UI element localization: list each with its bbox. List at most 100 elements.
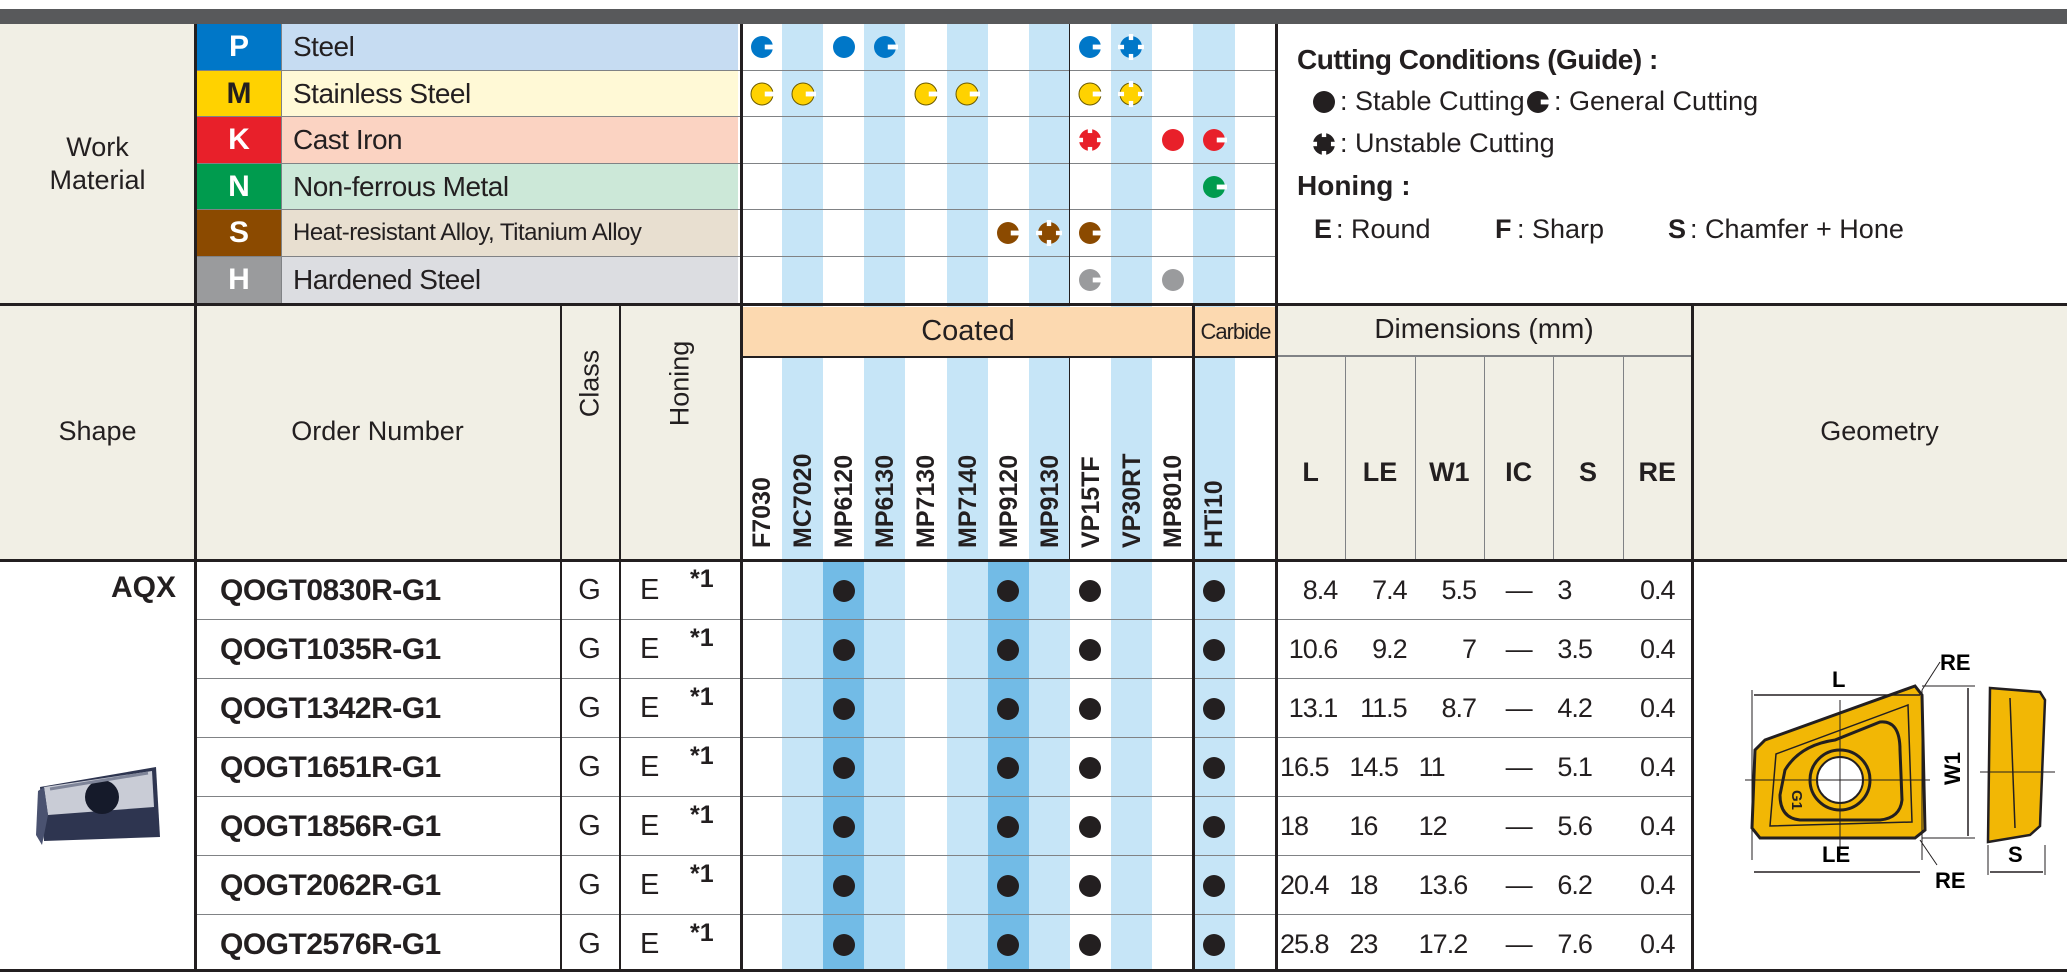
dim-value-RE: 0.4	[1640, 634, 1676, 664]
stable-cutting-icon	[1079, 933, 1102, 956]
general-cutting-icon	[1079, 222, 1104, 245]
stable-cutting-icon	[832, 638, 855, 661]
insert-photo	[36, 767, 160, 845]
label-RE-top: RE	[1940, 650, 1971, 675]
stable-cutting-icon	[1161, 129, 1184, 152]
order-number[interactable]: QOGT1856R-G1	[220, 810, 441, 843]
grade-column-stripe	[946, 24, 988, 972]
dim-value-LE: 23	[1349, 929, 1378, 959]
stable-cutting-icon	[1202, 579, 1225, 602]
order-number[interactable]: QOGT1342R-G1	[220, 692, 441, 725]
stable-cutting-icon	[1202, 697, 1225, 720]
row-divider	[195, 116, 1276, 117]
class-value: G	[578, 869, 601, 901]
column-border	[619, 303, 621, 972]
stable-cutting-icon	[1161, 268, 1184, 291]
material-letter-S: S	[197, 210, 281, 257]
row-divider	[195, 914, 1692, 915]
grade-column-stripe	[905, 24, 947, 972]
row-divider	[195, 255, 1276, 257]
dim-value-LE: 7.4	[1372, 575, 1408, 605]
row-divider	[195, 796, 1692, 797]
honing-value: E	[640, 574, 660, 606]
legend-stable: : Stable Cutting	[1340, 86, 1525, 116]
dim-header-S: S	[1578, 456, 1597, 487]
honing-code-F: F	[1495, 214, 1512, 244]
dim-value-L: 16.5	[1280, 752, 1330, 782]
class-value: G	[578, 928, 601, 960]
grade-column-stripe	[1069, 24, 1111, 972]
row-divider	[195, 737, 1692, 738]
stable-cutting-icon	[997, 815, 1020, 838]
material-name: Stainless Steel	[281, 70, 738, 117]
general-cutting-icon	[1079, 268, 1104, 291]
column-border	[1069, 356, 1070, 559]
grade-name-HTi10: HTi10	[1200, 480, 1228, 548]
dim-value-RE: 0.4	[1640, 693, 1676, 723]
general-cutting-icon	[791, 82, 816, 106]
dim-value-IC: —	[1505, 811, 1533, 841]
column-border	[194, 24, 197, 972]
class-value: G	[578, 633, 601, 665]
dim-value-S: 6.2	[1557, 870, 1593, 900]
general-cutting-icon	[1202, 175, 1227, 198]
stable-cutting-icon	[997, 756, 1020, 779]
header-shape: Shape	[58, 415, 137, 446]
stable-cutting-icon	[1202, 815, 1225, 838]
data-bg-right	[1278, 561, 2067, 972]
dim-value-W1: 5.5	[1441, 575, 1477, 605]
legend-title: Cutting Conditions (Guide) :	[1297, 44, 1658, 75]
grade-column-stripe	[864, 24, 906, 972]
coated-divider	[741, 356, 1276, 358]
dim-value-W1: 12	[1418, 811, 1448, 841]
dim-value-S: 7.6	[1557, 929, 1593, 959]
header-dimensions: Dimensions (mm)	[1374, 313, 1594, 344]
material-name: Non-ferrous Metal	[281, 163, 738, 210]
grade-name-MP8010: MP8010	[1159, 454, 1187, 548]
order-number[interactable]: QOGT2576R-G1	[220, 928, 441, 961]
stable-cutting-icon	[1202, 756, 1225, 779]
order-number[interactable]: QOGT1035R-G1	[220, 633, 441, 666]
column-border	[1275, 24, 1278, 972]
honing-title: Honing :	[1297, 170, 1411, 201]
work-label-line2: Material	[49, 164, 146, 195]
general-cutting-icon	[955, 82, 981, 106]
material-name: Heat-resistant Alloy, Titanium Alloy	[281, 210, 738, 257]
order-number[interactable]: QOGT2062R-G1	[220, 869, 441, 902]
dim-value-L: 13.1	[1288, 693, 1339, 723]
stable-cutting-icon	[1079, 815, 1102, 838]
label-L: L	[1832, 667, 1845, 692]
stable-cutting-icon	[997, 874, 1020, 897]
column-border	[560, 303, 562, 972]
header-honing-cell: Honing	[619, 303, 741, 463]
work-material-label: Work Material	[0, 24, 195, 303]
dim-value-L: 20.4	[1280, 870, 1330, 900]
stable-cutting-icon	[832, 579, 855, 602]
honing-label: : Chamfer + Hone	[1690, 214, 1904, 244]
dim-value-IC: —	[1505, 870, 1533, 900]
grade-name-MP7140: MP7140	[953, 454, 982, 548]
order-number[interactable]: QOGT0830R-G1	[220, 574, 441, 607]
general-cutting-icon	[1527, 91, 1551, 113]
legend-unstable: : Unstable Cutting	[1340, 128, 1555, 158]
geometry-diagram: G1 L LE W1 RE RE S	[1745, 650, 2055, 893]
grade-column-stripe	[1234, 24, 1276, 972]
row-border	[0, 559, 2067, 562]
dim-value-S: 4.2	[1557, 693, 1593, 723]
row-border	[0, 969, 2067, 972]
honing-value: E	[640, 633, 660, 665]
order-number[interactable]: QOGT1651R-G1	[220, 751, 441, 784]
class-value: G	[578, 810, 601, 842]
honing-value: E	[640, 928, 660, 960]
honing-value: E	[640, 751, 660, 783]
dim-value-S: 3	[1557, 575, 1572, 605]
header-order-number: Order Number	[291, 415, 464, 446]
stable-cutting-icon	[1202, 933, 1225, 956]
dim-value-RE: 0.4	[1640, 870, 1676, 900]
column-border	[1192, 303, 1195, 972]
stable-cutting-icon	[997, 638, 1020, 661]
row-divider	[195, 855, 1692, 856]
stable-cutting-icon	[832, 933, 855, 956]
dim-value-IC: —	[1505, 634, 1533, 664]
general-cutting-icon	[1202, 129, 1227, 152]
